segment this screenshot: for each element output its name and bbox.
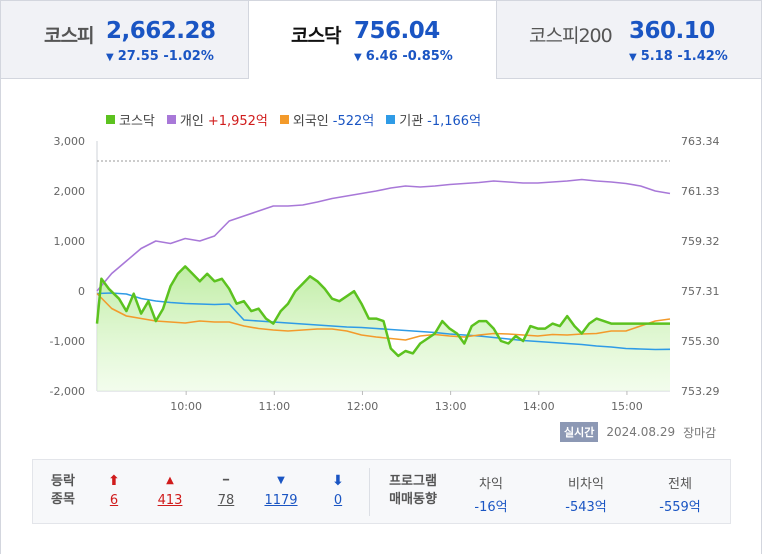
left-tick-label: 1,000 (54, 235, 86, 248)
limit-up-stat: ⬆ 6 (99, 473, 129, 508)
x-tick-label: 13:00 (435, 400, 467, 413)
legend-institution-label: 기관 (399, 114, 424, 129)
legend-individual-value: +1,952억 (207, 114, 268, 129)
legend-foreign-label: 외국인 (292, 114, 329, 129)
advance-decline-label-line1: 등락 (51, 474, 75, 489)
tab-kosdaq-rate: -0.85% (402, 49, 453, 64)
left-tick-label: -1,000 (50, 335, 85, 348)
market-status: 장마감 (683, 425, 717, 440)
tab-kospi-name: 코스피 (44, 25, 94, 47)
limit-up-count[interactable]: 6 (109, 493, 119, 508)
unchanged-stat: ━ 78 (209, 473, 243, 508)
x-tick-label: 10:00 (170, 400, 202, 413)
x-tick-label: 14:00 (523, 400, 555, 413)
legend-kosdaq-swatch (106, 115, 115, 124)
tab-kospi200[interactable]: 코스피200 360.10 ▼ 5.18 -1.42% (496, 0, 762, 79)
program-label-line1: 프로그램 (389, 474, 437, 489)
left-tick-label: 3,000 (54, 135, 86, 148)
right-tick-label: 757.31 (681, 285, 720, 298)
falling-icon: ▼ (277, 475, 285, 486)
realtime-info: 실시간 2024.08.29 장마감 (560, 422, 716, 442)
unchanged-icon: ━ (222, 475, 230, 486)
advance-decline-label-line2: 종목 (51, 492, 75, 507)
legend-kosdaq[interactable]: 코스닥 (106, 110, 155, 129)
limit-down-icon: ⬇ (332, 473, 344, 489)
legend-institution[interactable]: 기관 -1,166억 (386, 110, 481, 129)
program-total-value: -559억 (659, 500, 701, 515)
program-non-arbitrage: 비차익 -543억 (551, 473, 621, 515)
legend-foreign[interactable]: 외국인 -522억 (279, 110, 375, 129)
tab-kospi200-name: 코스피200 (529, 25, 613, 47)
falling-stat: ▼ 1179 (261, 473, 301, 508)
program-non-arbitrage-label: 비차익 (568, 477, 604, 492)
tab-kospi-rate: -1.02% (163, 49, 214, 64)
x-tick-label: 11:00 (258, 400, 290, 413)
x-tick-label: 12:00 (347, 400, 379, 413)
limit-down-stat: ⬇ 0 (325, 473, 351, 508)
tab-kospi200-change: ▼ 5.18 -1.42% (629, 49, 728, 64)
program-total: 전체 -559억 (645, 473, 715, 515)
program-arbitrage-value: -16억 (474, 500, 508, 515)
left-tick-label: -2,000 (50, 385, 85, 398)
falling-count[interactable]: 1179 (264, 493, 298, 508)
right-tick-label: 759.32 (681, 235, 720, 248)
right-tick-label: 753.29 (681, 385, 720, 398)
limit-up-icon: ⬆ (108, 473, 120, 489)
legend-foreign-value: -522억 (332, 114, 375, 129)
rising-count[interactable]: 413 (157, 493, 183, 508)
tab-kospi200-change-value: 5.18 (640, 49, 673, 64)
right-tick-label: 755.30 (681, 335, 720, 348)
down-arrow-icon: ▼ (106, 52, 114, 63)
advance-decline-label: 등락 종목 (43, 473, 83, 509)
stats-divider (369, 468, 370, 516)
rising-icon: ▲ (166, 475, 174, 486)
x-tick-label: 15:00 (611, 400, 643, 413)
tab-kosdaq-change-value: 6.46 (365, 49, 398, 64)
tab-kospi-change-value: 27.55 (117, 49, 159, 64)
tab-kosdaq[interactable]: 코스닥 756.04 ▼ 6.46 -0.85% (248, 0, 497, 79)
tab-kospi-price: 2,662.28 (106, 18, 216, 44)
legend-individual[interactable]: 개인 +1,952억 (166, 110, 268, 129)
down-arrow-icon: ▼ (629, 52, 637, 63)
chart-legend: 코스닥 개인 +1,952억 외국인 -522억 기관 -1,166억 (106, 110, 481, 129)
right-tick-label: 761.33 (681, 185, 720, 198)
legend-individual-label: 개인 (179, 114, 204, 129)
legend-individual-swatch (166, 115, 176, 124)
realtime-date: 2024.08.29 (606, 425, 676, 439)
legend-foreign-swatch (279, 115, 289, 124)
series-line-institution (96, 292, 671, 351)
series-line-foreign (96, 292, 671, 341)
legend-kosdaq-label: 코스닥 (119, 114, 155, 129)
market-stats: 등락 종목 ⬆ 6 ▲ 413 ━ 78 ▼ 1179 ⬇ 0 프로그램 매매동… (32, 459, 731, 524)
program-total-label: 전체 (668, 477, 692, 492)
legend-institution-value: -1,166억 (427, 114, 482, 129)
program-arbitrage-label: 차익 (479, 477, 503, 492)
limit-down-count[interactable]: 0 (333, 493, 343, 508)
tab-kospi[interactable]: 코스피 2,662.28 ▼ 27.55 -1.02% (0, 0, 249, 79)
program-trading-label: 프로그램 매매동향 (383, 473, 443, 509)
index-tabs: 코스피 2,662.28 ▼ 27.55 -1.02% 코스닥 756.04 ▼ 6… (0, 0, 762, 79)
left-tick-label: 0 (78, 285, 85, 298)
left-tick-label: 2,000 (54, 185, 86, 198)
tab-kospi200-price: 360.10 (629, 18, 715, 44)
series-line-individual (96, 178, 671, 292)
series-line-kosdaq (95, 265, 670, 358)
tab-kosdaq-name: 코스닥 (291, 25, 341, 47)
tab-kospi200-rate: -1.42% (677, 49, 728, 64)
legend-institution-swatch (386, 115, 396, 124)
unchanged-count[interactable]: 78 (217, 493, 235, 508)
program-non-arbitrage-value: -543억 (565, 500, 607, 515)
program-arbitrage: 차익 -16억 (461, 473, 521, 515)
tab-kosdaq-price: 756.04 (354, 18, 440, 44)
program-label-line2: 매매동향 (389, 492, 437, 507)
realtime-badge[interactable]: 실시간 (560, 422, 599, 442)
right-tick-label: 763.34 (681, 135, 720, 148)
down-arrow-icon: ▼ (354, 52, 362, 63)
tab-kosdaq-change: ▼ 6.46 -0.85% (354, 49, 453, 64)
rising-stat: ▲ 413 (153, 473, 187, 508)
tab-kospi-change: ▼ 27.55 -1.02% (106, 49, 214, 64)
